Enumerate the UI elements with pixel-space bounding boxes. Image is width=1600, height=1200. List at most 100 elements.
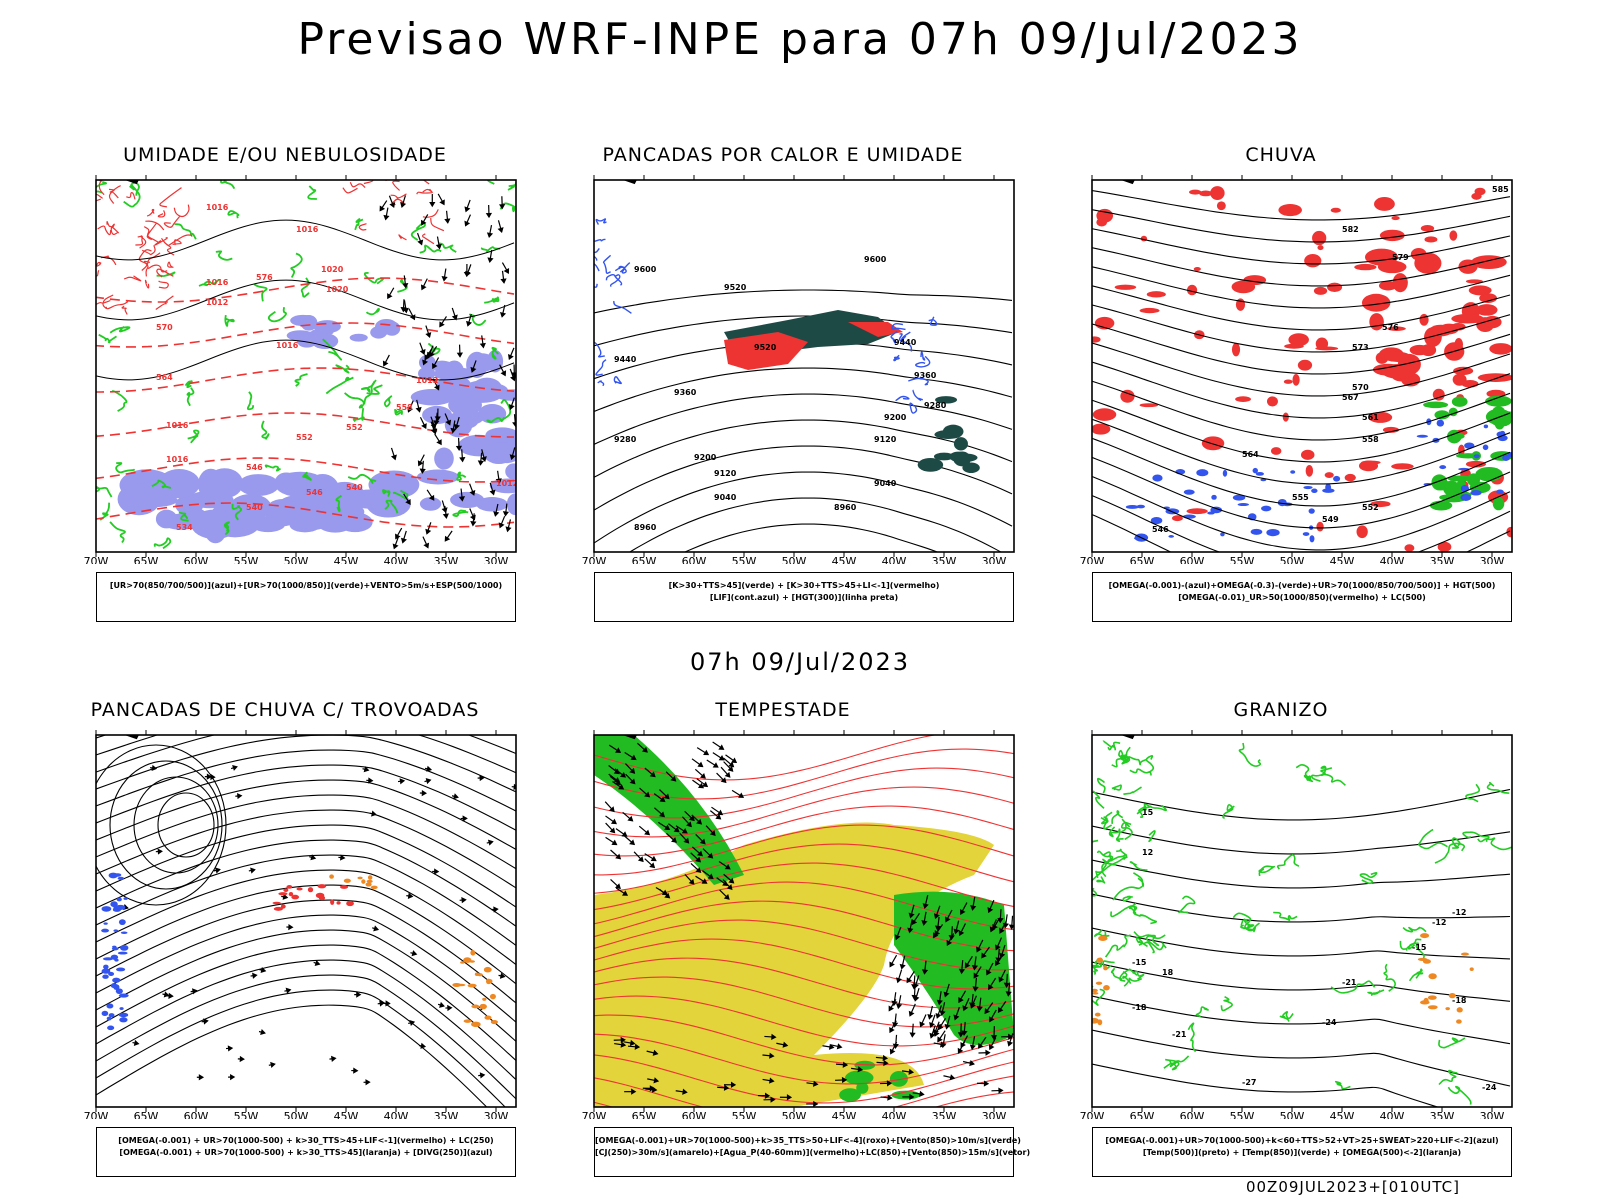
humidity-mid-field-patch (480, 383, 508, 398)
wind-arrow (976, 997, 983, 1012)
hgt500-isoline-line (1092, 190, 1511, 221)
wind-vectors (604, 741, 1014, 1107)
humidity-low-contour-line (325, 376, 354, 395)
wind-arrow (902, 1093, 915, 1101)
humidity-mid-field-patch (418, 354, 436, 371)
temp850-contour-line (1195, 1006, 1209, 1018)
state-border (216, 727, 293, 729)
lon-label: 65W (1130, 1110, 1155, 1119)
rain-red-field-patch (1391, 463, 1414, 470)
rain-blue-field-patch (1182, 514, 1196, 519)
rain-red-field-patch (1092, 336, 1101, 343)
humidity-low-contour-line (99, 502, 110, 521)
wind-arrow (937, 1030, 946, 1043)
thunder-red-patch (286, 885, 293, 889)
contour-label: 582 (1342, 225, 1359, 234)
panel-tempestade: TEMPESTADE 12S15S18S21S24S27S30S33S36S39… (548, 697, 1030, 1177)
lon-label: 45W (334, 1110, 359, 1119)
rain-red-field-patch (1379, 229, 1405, 242)
wind-arrow (762, 1077, 775, 1084)
wind-arrow (695, 875, 708, 884)
streamlines-250 (96, 735, 516, 1107)
contour-label: 9120 (714, 469, 737, 478)
temp500-isoline-line (1092, 893, 1511, 923)
wind-arrow (922, 895, 929, 909)
thunder-red-patch (307, 887, 314, 893)
streamline (594, 843, 1014, 894)
humidity-mid-field-patch (300, 314, 318, 331)
lon-label: 45W (334, 555, 359, 564)
contour-label: 1020 (321, 265, 344, 274)
wind-arrow (899, 955, 906, 970)
lif-contour-line (898, 333, 913, 352)
temp850-contour-line (1148, 830, 1156, 843)
hgt500-isoline-line (1092, 266, 1511, 309)
wind-arrow (508, 397, 515, 411)
temp850-contour-line (1132, 970, 1145, 980)
divergence-blue-patch (120, 944, 129, 951)
streamline (109, 760, 223, 890)
wind-arrow (723, 761, 734, 772)
contour-label: 12 (1142, 848, 1153, 857)
rain-blue-field (1416, 418, 1512, 501)
pressure-isoline-line (96, 279, 515, 321)
wind-arrow (762, 1052, 775, 1059)
coastline (96, 727, 413, 729)
rain-red-field-patch (1378, 280, 1398, 291)
rain-green-field-patch (1434, 410, 1450, 420)
streamline (96, 869, 516, 966)
wind-arrow (477, 774, 485, 782)
wind-arrow (636, 742, 648, 753)
contour-label: 570 (1352, 383, 1369, 392)
rain-blue-field-patch (1416, 434, 1429, 438)
thickness-small-contour-line (173, 204, 190, 218)
rain-blue-field-patch (1277, 498, 1287, 507)
hgt500-isoline-line (1092, 380, 1511, 441)
wind-arrow (998, 969, 1006, 983)
rain-red-field-patch (1327, 282, 1343, 292)
divergence-blue-patch (118, 919, 126, 926)
wind-arrow (408, 1019, 416, 1026)
contour-label: 546 (306, 488, 323, 497)
wind-arrow (459, 897, 467, 904)
rain-red-field-patch (1432, 388, 1445, 401)
lif-contour-line (594, 283, 598, 288)
humidity-low-contour-line (486, 180, 495, 185)
thickness-small-contour-line (422, 188, 433, 193)
wind-arrow (644, 853, 657, 862)
wind-arrow (932, 1021, 940, 1035)
contour-label: 9440 (614, 355, 637, 364)
thunder-red-patch (330, 899, 335, 905)
thunder-red-patch (336, 901, 341, 905)
temp850-contour-line (1399, 938, 1422, 951)
thickness-small-contour-line (123, 275, 142, 282)
pressure-isoline-line (96, 339, 515, 381)
wind-arrow (309, 854, 317, 861)
humidity-low-contour-line (410, 221, 426, 241)
wind-arrow (397, 778, 406, 785)
instability-patches-patch (962, 462, 980, 474)
contour-label: 576 (1382, 323, 1399, 332)
wind-arrow (444, 530, 453, 542)
wind-arrow (406, 892, 414, 900)
wind-arrow (978, 1049, 991, 1056)
rain-red-field-patch (1475, 304, 1498, 316)
wind-arrow (929, 1014, 936, 1028)
rain-red-field-patch (1171, 515, 1183, 522)
temp850-contour-line (1330, 980, 1376, 994)
wind-arrow (201, 1018, 209, 1025)
divergence-blue-patch (102, 957, 113, 961)
wind-arrow (895, 969, 903, 984)
divergence-blue-patch (118, 1012, 129, 1018)
wind-arrow (679, 832, 690, 844)
hgt500-isoline-line (1092, 513, 1511, 552)
panel-title: PANCADAS DE CHUVA C/ TROVOADAS (90, 699, 480, 721)
contour-label: 534 (176, 523, 193, 532)
thickness-small-contour-line (172, 239, 182, 246)
wind-arrow (1005, 982, 1012, 997)
wind-arrow (415, 399, 422, 413)
wind-arrow (132, 1039, 140, 1046)
wind-arrow (720, 766, 731, 778)
rain-green-field-patch (1447, 475, 1472, 482)
lon-label: 65W (134, 555, 159, 564)
